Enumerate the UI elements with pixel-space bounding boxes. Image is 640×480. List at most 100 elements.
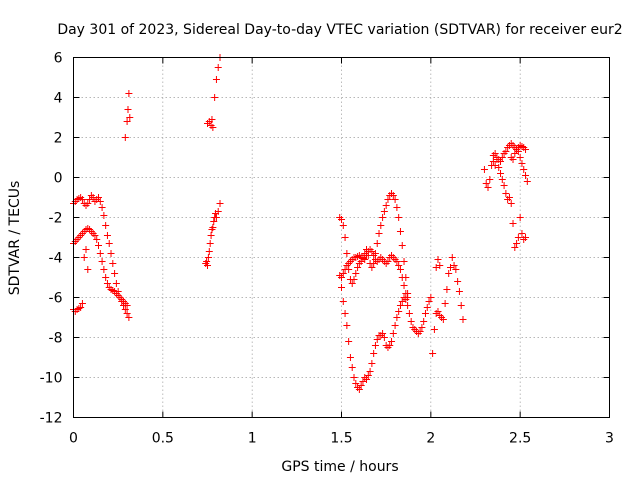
data-point xyxy=(373,336,381,343)
data-point xyxy=(355,386,363,393)
data-point xyxy=(498,154,506,161)
data-point xyxy=(373,240,381,247)
data-point xyxy=(393,314,401,321)
series-pass-i xyxy=(338,284,435,393)
data-point xyxy=(359,378,367,385)
y-tick-label: 6 xyxy=(54,51,63,67)
data-point xyxy=(407,318,415,325)
data-point xyxy=(454,278,462,285)
series-pass-d xyxy=(121,90,134,141)
data-point xyxy=(96,250,104,257)
data-point xyxy=(402,274,410,281)
data-point xyxy=(420,318,428,325)
data-point xyxy=(107,286,115,293)
data-point xyxy=(482,180,490,187)
data-point xyxy=(346,354,354,361)
data-point xyxy=(393,258,401,265)
data-point xyxy=(418,324,426,331)
data-point xyxy=(75,305,83,312)
data-point xyxy=(450,262,458,269)
data-point xyxy=(509,220,517,227)
data-point xyxy=(80,254,88,261)
data-point xyxy=(350,276,358,283)
data-point xyxy=(210,218,218,225)
data-point xyxy=(121,306,129,313)
data-point xyxy=(118,298,126,305)
data-point xyxy=(125,314,133,321)
data-point xyxy=(382,202,390,209)
data-point xyxy=(345,338,353,345)
data-point xyxy=(391,196,399,203)
data-point xyxy=(363,376,371,383)
data-point xyxy=(103,280,111,287)
data-point xyxy=(203,258,211,265)
data-point xyxy=(430,326,438,333)
data-point xyxy=(125,90,133,97)
data-point xyxy=(395,308,403,315)
data-point xyxy=(211,94,219,101)
y-tick-label: -10 xyxy=(40,371,63,387)
y-tick-label: -4 xyxy=(49,251,63,267)
data-point xyxy=(209,124,217,131)
data-point xyxy=(364,252,372,259)
series-pass-g xyxy=(336,246,412,301)
data-point xyxy=(520,166,528,173)
data-point xyxy=(391,322,399,329)
x-tick-label: 0 xyxy=(69,431,78,447)
data-point xyxy=(421,310,429,317)
data-point xyxy=(78,300,86,307)
data-point xyxy=(505,194,513,201)
data-point xyxy=(395,214,403,221)
data-point xyxy=(368,248,376,255)
data-point xyxy=(398,242,406,249)
data-point xyxy=(434,256,442,263)
data-point xyxy=(120,302,128,309)
data-point xyxy=(386,342,394,349)
data-point xyxy=(368,360,376,367)
data-point xyxy=(491,150,499,157)
series-pass-b xyxy=(70,225,133,321)
data-point xyxy=(339,222,347,229)
data-point xyxy=(212,76,220,83)
data-point xyxy=(446,264,454,271)
data-point xyxy=(338,216,345,223)
series-pass-f xyxy=(202,200,224,269)
data-point xyxy=(518,160,526,167)
series-pass-e xyxy=(204,54,224,131)
data-point xyxy=(389,330,397,337)
data-point xyxy=(96,198,104,205)
data-point xyxy=(375,230,383,237)
plot-frame xyxy=(73,57,610,418)
data-point xyxy=(489,158,497,165)
series-pass-l xyxy=(480,140,531,191)
data-point xyxy=(109,287,117,294)
x-tick-label: 2.5 xyxy=(509,431,531,447)
data-point xyxy=(500,182,508,189)
data-point xyxy=(341,310,349,317)
data-point xyxy=(361,250,369,257)
data-point xyxy=(427,294,435,301)
data-point xyxy=(395,262,403,269)
data-point xyxy=(100,212,108,219)
data-point xyxy=(354,253,362,260)
data-point xyxy=(370,350,378,357)
data-point xyxy=(379,330,387,337)
data-point xyxy=(516,154,524,161)
data-point xyxy=(84,225,92,232)
data-point xyxy=(484,184,492,191)
data-point xyxy=(507,200,515,207)
series-pass-n xyxy=(507,142,530,163)
x-axis-label: GPS time / hours xyxy=(281,459,398,475)
data-point xyxy=(343,250,351,257)
data-point xyxy=(400,282,408,289)
data-point xyxy=(206,240,214,247)
data-point xyxy=(436,262,444,269)
data-point xyxy=(207,232,215,239)
y-axis-label: SDTVAR / TECUs xyxy=(7,181,23,296)
data-point xyxy=(502,190,510,197)
data-point xyxy=(396,228,404,235)
point-layer xyxy=(70,54,531,393)
data-point xyxy=(216,200,224,207)
data-point xyxy=(371,342,379,349)
data-point xyxy=(404,302,412,309)
